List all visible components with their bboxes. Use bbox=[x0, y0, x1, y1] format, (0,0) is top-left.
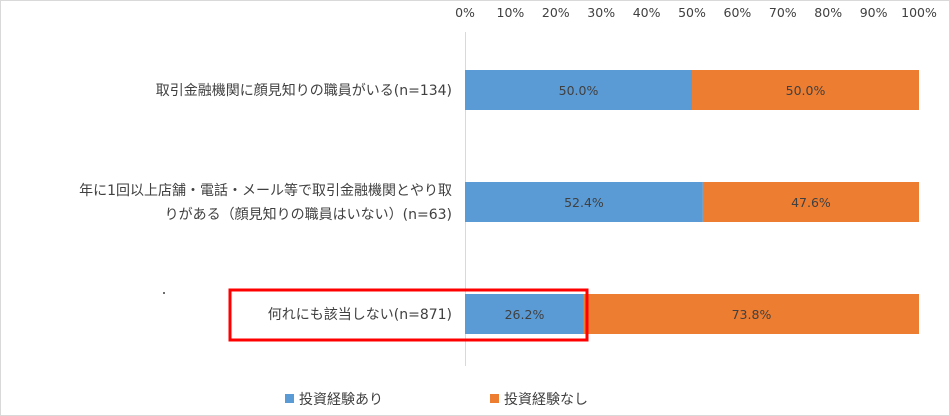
x-tick-label: 40% bbox=[633, 5, 661, 20]
data-label: 52.4% bbox=[564, 195, 604, 210]
legend-swatch bbox=[490, 394, 499, 403]
category-label: 取引金融機関に顔見知りの職員がいる(n=134) bbox=[156, 82, 452, 99]
data-label: 26.2% bbox=[505, 307, 545, 322]
data-label: 50.0% bbox=[786, 83, 826, 98]
bar-segment bbox=[465, 294, 584, 334]
x-tick-label: 70% bbox=[769, 5, 797, 20]
data-label: 73.8% bbox=[732, 307, 772, 322]
bar-segment bbox=[692, 70, 919, 110]
x-tick-label: 80% bbox=[814, 5, 842, 20]
category-label: 何れにも該当しない(n=871) bbox=[268, 307, 452, 323]
x-tick-label: 10% bbox=[497, 5, 525, 20]
x-tick-label: 50% bbox=[678, 5, 706, 20]
x-tick-label: 30% bbox=[587, 5, 615, 20]
data-label: 50.0% bbox=[559, 83, 599, 98]
bar-segment bbox=[465, 182, 703, 222]
bar-segment bbox=[583, 294, 919, 334]
x-tick-label: 60% bbox=[724, 5, 752, 20]
x-tick-label: 20% bbox=[542, 5, 570, 20]
data-label: 47.6% bbox=[791, 195, 831, 210]
bar-segment bbox=[465, 70, 692, 110]
bar-segment bbox=[702, 182, 919, 222]
legend-label: 投資経験あり bbox=[299, 392, 383, 408]
x-tick-label: 90% bbox=[860, 5, 888, 20]
x-tick-label: 100% bbox=[901, 5, 937, 20]
highlight-box bbox=[228, 288, 589, 342]
legend-swatch bbox=[285, 394, 294, 403]
x-tick-label: 0% bbox=[455, 5, 475, 20]
category-label: 年に1回以上店舗・電話・メール等で取引金融機関とやり取 bbox=[79, 182, 452, 199]
stray-dot bbox=[163, 292, 165, 294]
category-label: りがある（顔見知りの職員はいない）(n=63) bbox=[165, 206, 452, 223]
legend-label: 投資経験なし bbox=[504, 392, 588, 408]
